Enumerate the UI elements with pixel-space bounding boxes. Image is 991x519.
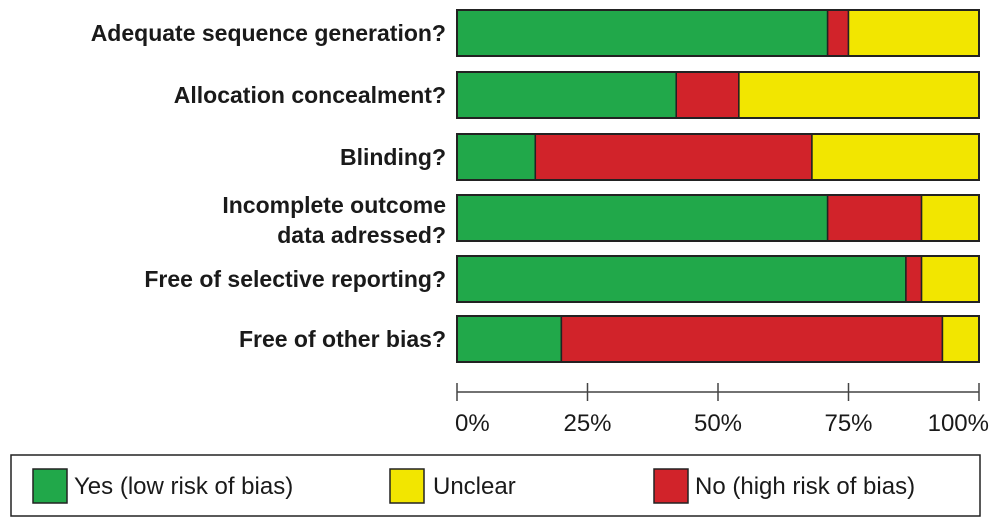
bars (456, 9, 980, 363)
bar-segment (456, 255, 907, 303)
legend: Yes (low risk of bias) Unclear No (high ri… (10, 454, 981, 517)
row-label: Incomplete outcome data adressed? (222, 192, 446, 248)
bar-segment (826, 194, 923, 242)
bar-outline (456, 9, 980, 57)
row-label: Allocation concealment? (174, 82, 446, 108)
x-axis: 0% 25% 50% 75% 100% (455, 383, 989, 437)
legend-swatch (32, 468, 68, 504)
row-label: Free of selective reporting? (144, 266, 446, 292)
legend-swatch (389, 468, 425, 504)
bar-segment (905, 255, 923, 303)
x-tick-label: 0% (455, 410, 490, 437)
x-tick-label: 50% (694, 410, 742, 437)
bar-segment (811, 133, 980, 181)
row-label: Free of other bias? (239, 326, 446, 352)
bar-segment (675, 71, 740, 119)
bar-outline (456, 133, 980, 181)
x-tick-label: 100% (928, 410, 989, 437)
row-label: Adequate sequence generation? (91, 20, 446, 46)
bar-outline (456, 315, 980, 363)
bar-segment (920, 255, 980, 303)
legend-label: Yes (low risk of bias) (74, 473, 293, 500)
bar-segment (826, 9, 850, 57)
bar-segment (534, 133, 813, 181)
x-tick-label: 25% (563, 410, 611, 437)
bar-outline (456, 255, 980, 303)
bar-segment (456, 315, 563, 363)
legend-swatch (653, 468, 689, 504)
bar-segment (456, 9, 829, 57)
legend-label: Unclear (433, 473, 516, 500)
bar-segment (920, 194, 980, 242)
legend-label: No (high risk of bias) (695, 473, 915, 500)
bar-outline (456, 194, 980, 242)
bar-outline (456, 71, 980, 119)
bar-segment (456, 194, 829, 242)
row-labels: Adequate sequence generation? Allocation … (91, 20, 446, 352)
legend-box (10, 454, 981, 517)
bar-segment (847, 9, 980, 57)
bar-segment (560, 315, 944, 363)
bar-segment (456, 133, 537, 181)
bar-segment (941, 315, 980, 363)
bar-segment (456, 71, 677, 119)
bar-segment (738, 71, 980, 119)
x-tick-label: 75% (824, 410, 872, 437)
row-label: Blinding? (340, 144, 446, 170)
